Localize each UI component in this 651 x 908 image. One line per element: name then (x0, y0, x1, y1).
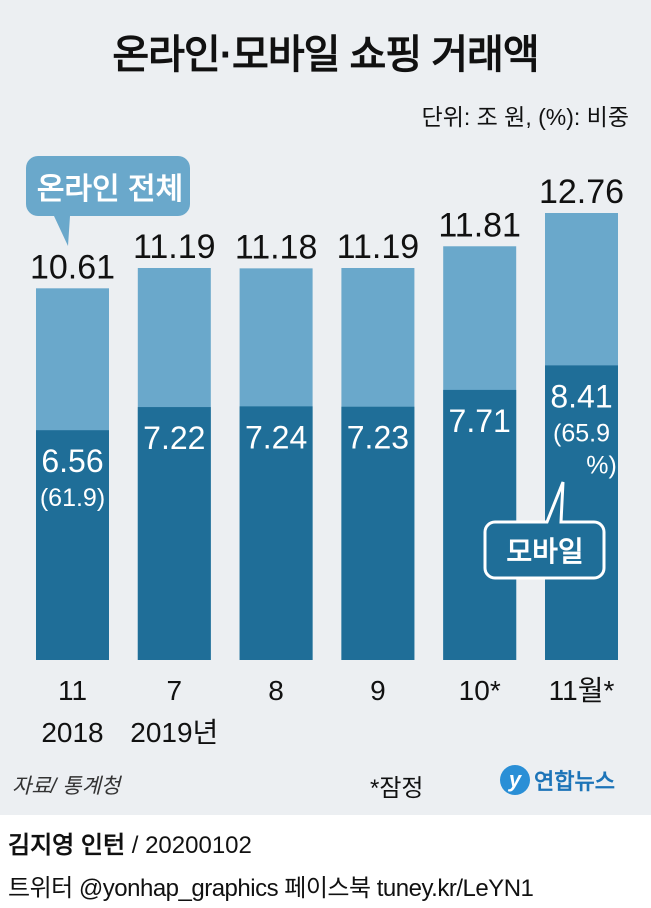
online-callout-text: 온라인 전체 (37, 173, 183, 206)
date: / 20200102 (131, 832, 252, 859)
logo-text: 연합뉴스 (534, 769, 615, 794)
year-label: 2018 (41, 717, 103, 748)
mobile-share-label: %) (586, 451, 617, 479)
bar-chart: 10.61 6.56 (61.9) 11 2018 11.19 7.22 7 2019년 11.1… (26, 156, 624, 748)
mobile-bar (36, 430, 109, 660)
online-callout (26, 156, 190, 246)
mobile-bar (341, 406, 415, 660)
mobile-bar (137, 407, 211, 660)
x-tick-label: 10* (459, 675, 501, 706)
yonhap-logo: y 연합뉴스 (500, 764, 615, 796)
mobile-value-label: 7.24 (245, 419, 307, 455)
x-tick-label: 11 (58, 675, 87, 706)
mobile-callout-text: 모바일 (506, 536, 583, 567)
mobile-bar (239, 406, 313, 660)
x-tick-label: 9 (370, 675, 386, 706)
mobile-share-label: (65.9 (553, 419, 610, 447)
total-value-label: 11.18 (235, 228, 318, 266)
logo-icon: y (500, 765, 530, 795)
mobile-value-label: 7.71 (449, 403, 511, 439)
mobile-value-label: 8.41 (550, 378, 612, 414)
x-tick-label: 11월* (549, 675, 615, 706)
mobile-value-label: 7.23 (347, 420, 409, 456)
author-name: 김지영 인턴 (8, 832, 126, 859)
total-value-label: 11.19 (133, 228, 216, 266)
chart-title: 온라인·모바일 쇼핑 거래액 (112, 33, 539, 77)
x-tick-label: 8 (268, 675, 284, 706)
year-label: 2019년 (130, 717, 218, 748)
total-value-label: 12.76 (539, 173, 624, 211)
author-line: 김지영 인턴 / 20200102 (8, 825, 252, 860)
x-tick-label: 7 (167, 675, 183, 706)
total-value-label: 11.81 (438, 206, 521, 244)
total-value-label: 10.61 (30, 248, 115, 286)
social-line: 트위터 @yonhap_graphics 페이스북 tuney.kr/LeYN1 (8, 875, 534, 902)
mobile-value-label: 7.22 (143, 420, 205, 456)
total-value-label: 11.19 (337, 228, 420, 266)
mobile-value-label: 6.56 (41, 443, 103, 479)
mobile-callout (483, 481, 606, 580)
note-label: *잠정 (370, 775, 424, 802)
source-label: 자료/ 통계청 (12, 775, 121, 798)
unit-label: 단위: 조 원, (%): 비중 (421, 104, 629, 130)
mobile-share-label: (61.9) (40, 484, 105, 512)
